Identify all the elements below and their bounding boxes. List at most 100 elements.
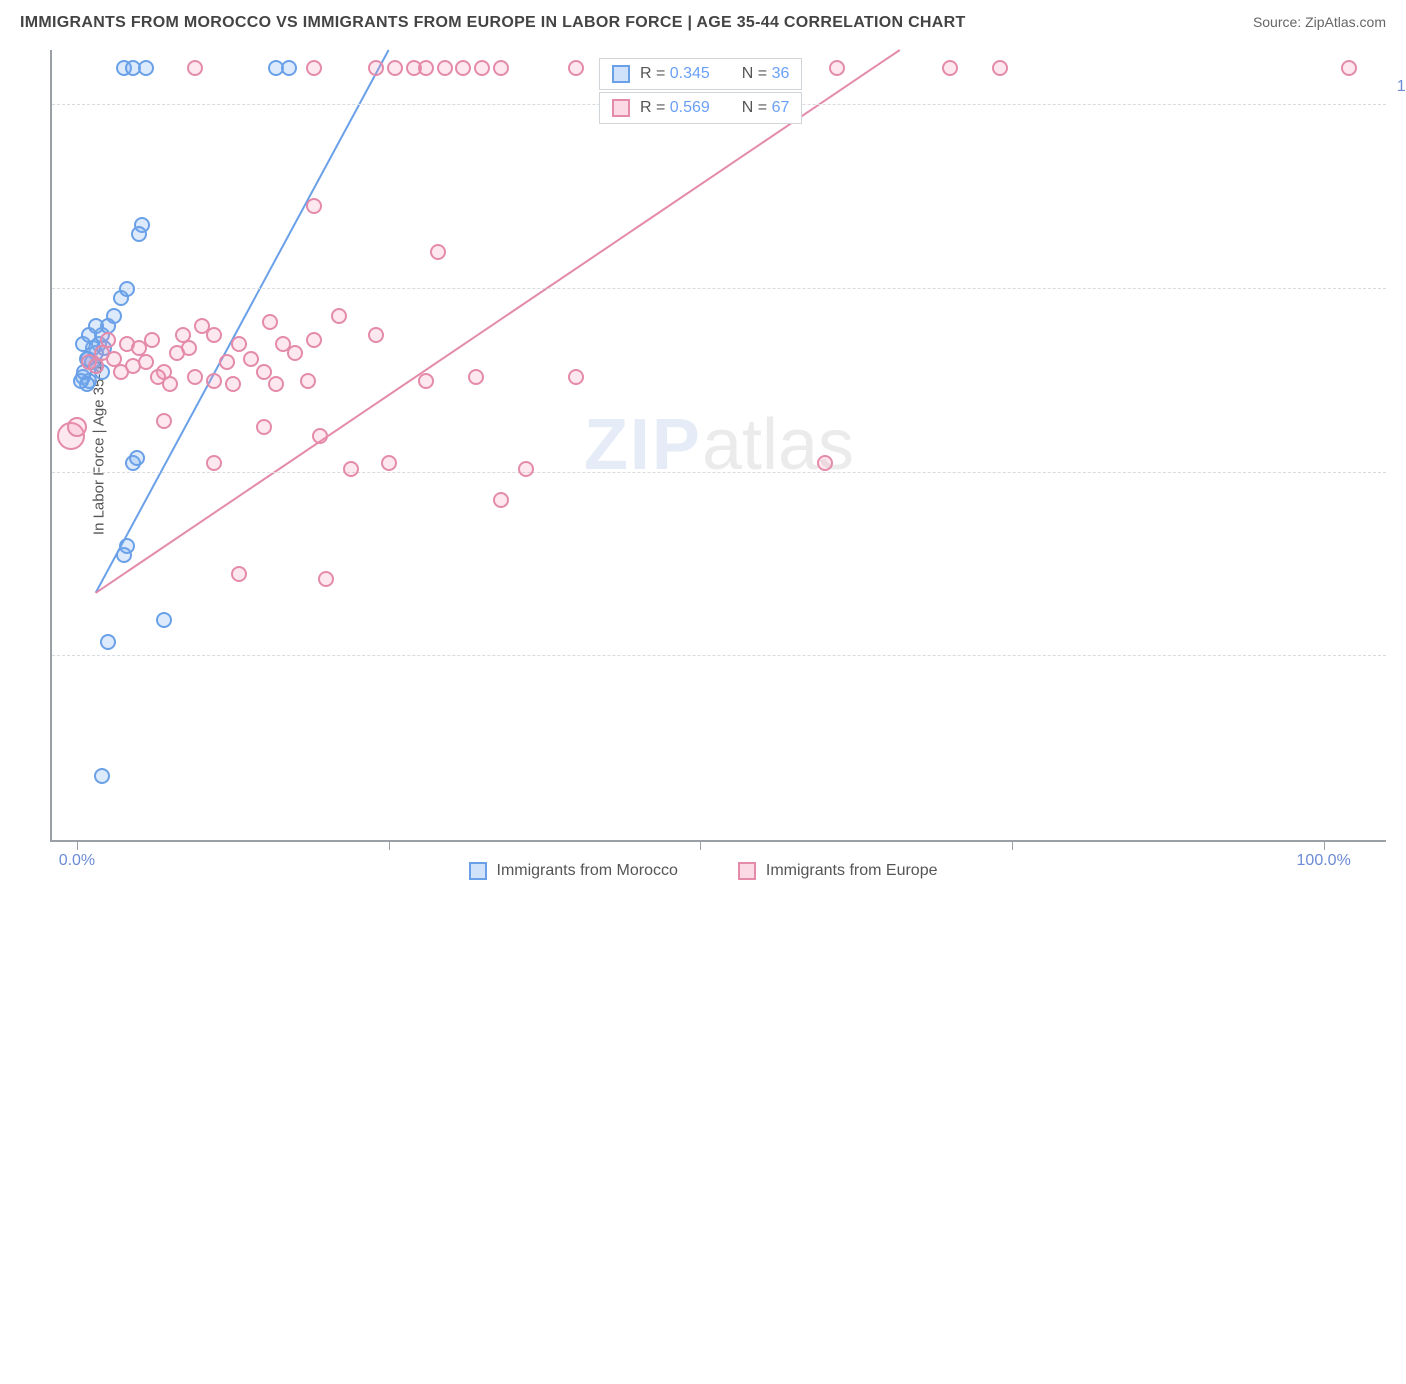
scatter-point-morocco [73,373,89,389]
scatter-point-europe [568,369,584,385]
scatter-point-europe [169,345,185,361]
scatter-point-morocco [84,354,100,370]
scatter-point-europe [206,327,222,343]
scatter-point-morocco [76,364,92,380]
legend-r-value: 0.569 [670,99,710,116]
scatter-point-europe [368,327,384,343]
scatter-point-europe [474,60,490,76]
scatter-point-europe [144,332,160,348]
scatter-point-morocco [96,340,112,356]
scatter-point-europe [256,364,272,380]
scatter-point-europe [225,376,241,392]
scatter-point-europe [81,354,97,370]
scatter-point-europe [150,369,166,385]
legend-swatch-europe [738,862,756,880]
scatter-point-morocco [106,308,122,324]
scatter-point-europe [468,369,484,385]
scatter-point-europe [437,60,453,76]
x-tick [1012,840,1013,850]
legend-n-label: N = 67 [742,99,790,117]
scatter-point-morocco [80,351,96,367]
trend-line-morocco [96,50,389,593]
scatter-point-europe [318,571,334,587]
trend-line-europe [96,50,900,593]
scatter-point-morocco [94,768,110,784]
scatter-point-europe [1341,60,1357,76]
scatter-point-europe [67,417,87,437]
legend-stat-row-morocco: R = 0.345N = 36 [599,58,802,90]
scatter-point-europe [312,428,328,444]
scatter-point-europe [100,332,116,348]
scatter-point-morocco [91,336,107,352]
scatter-point-europe [138,354,154,370]
bottom-legend-item-europe: Immigrants from Europe [738,862,938,880]
scatter-point-europe [219,354,235,370]
scatter-point-europe [306,60,322,76]
scatter-point-morocco [88,358,104,374]
scatter-point-europe [306,198,322,214]
bottom-legend-label: Immigrants from Morocco [497,862,678,880]
scatter-point-europe [518,461,534,477]
x-tick [700,840,701,850]
scatter-point-morocco [113,290,129,306]
scatter-point-europe [206,373,222,389]
scatter-point-morocco [156,612,172,628]
scatter-point-europe [262,314,278,330]
watermark-part2: atlas [702,405,854,485]
scatter-point-europe [430,244,446,260]
scatter-point-europe [275,336,291,352]
scatter-point-europe [256,419,272,435]
legend-n-value: 67 [772,99,790,116]
gridline [52,472,1386,473]
scatter-point-europe [194,318,210,334]
scatter-point-europe [175,327,191,343]
y-tick-label: 100.0% [1397,78,1406,96]
source-prefix: Source: [1253,14,1305,30]
scatter-point-morocco [81,373,97,389]
scatter-point-europe [343,461,359,477]
scatter-point-europe [992,60,1008,76]
scatter-point-morocco [94,327,110,343]
watermark-part1: ZIP [584,405,702,485]
scatter-point-europe [306,332,322,348]
legend-stat-row-europe: R = 0.569 N = 67 [599,92,802,124]
x-tick [1324,840,1325,850]
scatter-point-europe [57,422,85,450]
scatter-point-europe [300,373,316,389]
legend-r-label: R = 0.569 [640,99,710,117]
scatter-point-morocco [119,538,135,554]
scatter-point-europe [568,60,584,76]
scatter-point-europe [331,308,347,324]
plot-area: ZIPatlas 70.0%80.0%90.0%100.0%0.0%100.0%… [50,50,1386,842]
scatter-point-europe [817,455,833,471]
scatter-point-morocco [79,376,95,392]
scatter-point-europe [406,60,422,76]
watermark: ZIPatlas [584,404,854,486]
scatter-point-morocco [88,318,104,334]
scatter-point-europe [156,413,172,429]
scatter-point-europe [493,492,509,508]
scatter-point-morocco [125,60,141,76]
scatter-point-europe [268,376,284,392]
scatter-point-europe [231,566,247,582]
scatter-point-europe [94,345,110,361]
scatter-point-morocco [116,547,132,563]
scatter-point-europe [206,455,222,471]
legend-n-label: N = 36 [742,65,790,83]
source-link[interactable]: ZipAtlas.com [1305,14,1386,30]
scatter-point-europe [942,60,958,76]
legend-r-value: 0.345 [670,65,710,82]
scatter-point-europe [387,60,403,76]
scatter-point-morocco [134,217,150,233]
bottom-legend: Immigrants from Morocco Immigrants from E… [0,862,1406,880]
scatter-point-morocco [268,60,284,76]
legend-swatch-europe [612,99,630,117]
scatter-point-europe [113,364,129,380]
legend-swatch-morocco [612,65,630,83]
gridline [52,655,1386,656]
chart-title: IMMIGRANTS FROM MOROCCO VS IMMIGRANTS FR… [20,14,966,32]
scatter-point-europe [418,60,434,76]
gridline [52,288,1386,289]
bottom-legend-item-morocco: Immigrants from Morocco [469,862,678,880]
scatter-point-europe [381,455,397,471]
